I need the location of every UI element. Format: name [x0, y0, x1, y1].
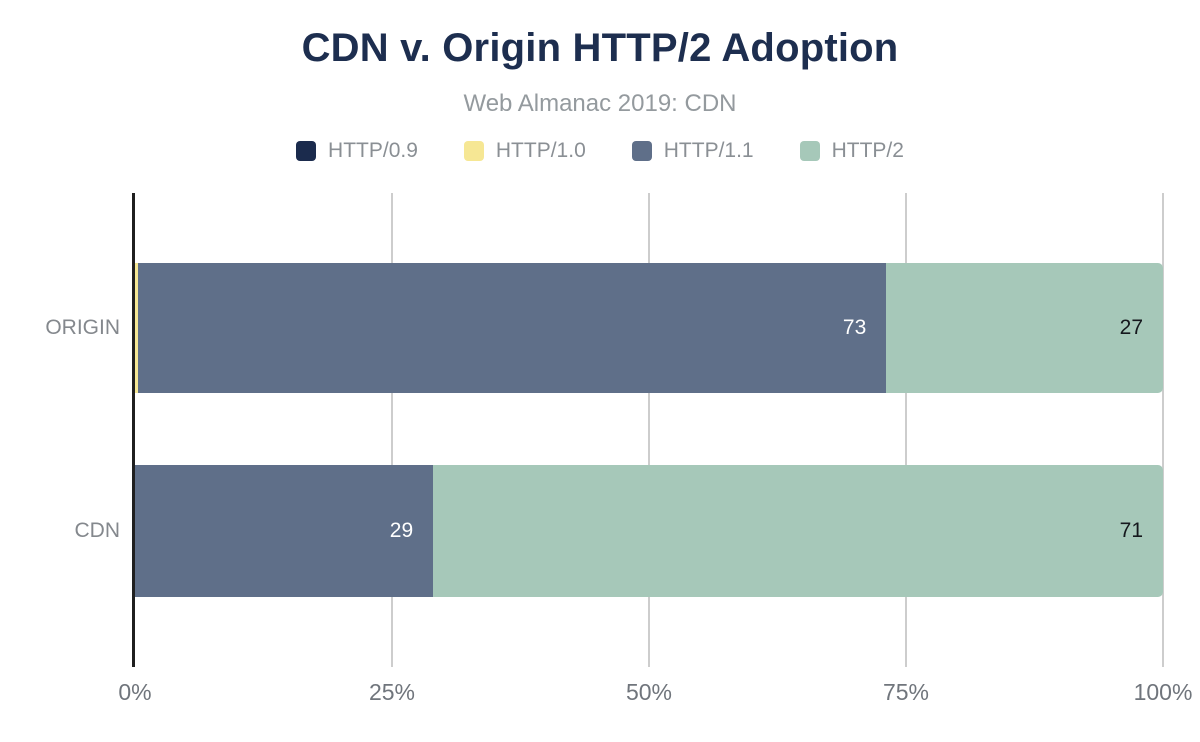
bar-segment-origin-http-1-1: 73: [138, 263, 887, 393]
http-1-1-swatch-icon: [631, 141, 652, 161]
bar-value-label: 29: [389, 519, 414, 542]
x-tick-label-75-: 75%: [882, 679, 930, 705]
x-tick-label-25-: 25%: [368, 679, 416, 705]
x-tick-label-50-: 50%: [625, 679, 673, 705]
bar-value-label: 73: [842, 316, 867, 339]
legend-label: HTTP/0.9: [328, 139, 418, 162]
legend-item-http-1-0: HTTP/1.0: [463, 139, 586, 163]
bar-segment-origin-http-2: 27: [886, 263, 1164, 393]
legend-item-http-2: HTTP/2: [799, 139, 904, 163]
chart-subtitle: Web Almanac 2019: CDN: [463, 90, 737, 117]
legend-label: HTTP/1.1: [663, 139, 754, 162]
legend-item-http-0-9: HTTP/0.9: [296, 139, 418, 163]
gridline-100-: [1162, 193, 1164, 667]
chart-title: CDN v. Origin HTTP/2 Adoption: [301, 26, 899, 70]
plot-area: 0% 25% 50% 75% 100% ORIGIN 73 27 CDN 29 71: [45, 193, 1192, 705]
x-tick-label-100-: 100%: [1133, 679, 1193, 705]
legend: HTTP/0.9 HTTP/1.0 HTTP/1.1 HTTP/2: [0, 139, 1200, 163]
http-2-swatch-icon: [799, 141, 820, 161]
legend-item-http-1-1: HTTP/1.1: [631, 139, 754, 163]
gridline-75-: [905, 193, 907, 667]
gridline-25-: [391, 193, 393, 667]
y-category-label-origin: ORIGIN: [45, 316, 120, 339]
bar-segment-cdn-http-1-1: 29: [135, 465, 434, 597]
bar-segment-cdn-http-2: 71: [433, 465, 1163, 597]
bar-row-origin: ORIGIN 73 27: [45, 263, 1164, 393]
bar-row-cdn: CDN 29 71: [75, 465, 1163, 597]
bar-value-label: 27: [1119, 316, 1144, 339]
x-tick-label-0-: 0%: [118, 679, 152, 705]
http-1-0-swatch-icon: [463, 141, 484, 161]
legend-label: HTTP/1.0: [495, 139, 586, 162]
y-axis-line: [132, 193, 135, 667]
gridline-50-: [648, 193, 650, 667]
legend-label: HTTP/2: [831, 139, 904, 162]
http-0-9-swatch-icon: [296, 141, 317, 161]
bar-segment-origin-http-1-0: [135, 263, 139, 393]
bar-value-label: 71: [1119, 519, 1143, 542]
y-category-label-cdn: CDN: [74, 519, 121, 542]
